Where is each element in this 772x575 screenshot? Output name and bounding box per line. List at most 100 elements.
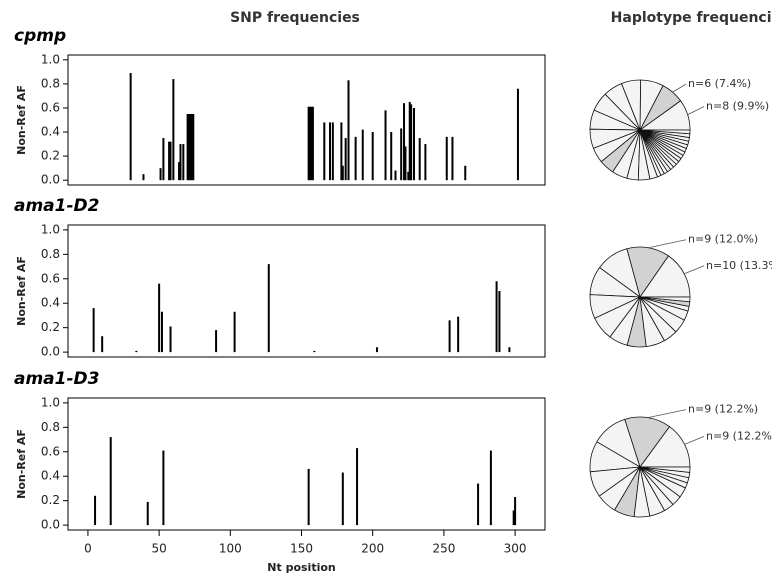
panel-title: ama1-D2 [14,196,99,216]
slice-label: n=9 (12.2%) [706,429,772,442]
spike [159,168,162,181]
spike [311,106,314,181]
y-tick-label: 1.0 [41,395,60,409]
y-tick-label: 0.8 [41,76,60,90]
spike [424,144,427,181]
spike [186,113,189,181]
spike [394,170,397,181]
spike [309,106,312,181]
spike [375,347,378,353]
spike [384,110,387,181]
y-tick-label: 1.0 [41,52,60,66]
spike [408,101,411,181]
panel-title: ama1-D3 [14,369,99,389]
y-tick-label: 0.4 [41,125,60,139]
spike [356,448,359,526]
slice-label: n=6 (7.4%) [688,77,751,90]
spike [410,104,413,181]
spike [179,144,182,181]
plot-frame [67,224,546,358]
spike [390,132,393,181]
spike [340,122,343,181]
x-tick-label: 250 [432,542,455,556]
x-tick-label: 0 [84,542,92,556]
spike [508,347,511,353]
spike [168,141,171,181]
spike [512,510,515,526]
y-tick-label: 0.4 [41,469,60,483]
plot-frame [67,397,546,531]
x-tick-label: 50 [151,542,166,556]
spike [162,138,165,181]
label-leader [684,265,705,275]
label-leader [648,239,687,249]
spike [94,495,97,526]
x-tick-label: 100 [219,542,242,556]
spike [344,138,347,181]
spike [498,291,501,353]
pie-slice [639,466,691,473]
spike [169,326,172,353]
y-tick-label: 1.0 [41,222,60,236]
spike [135,350,138,353]
y-tick-label: 0.2 [41,493,60,507]
y-tick-label: 0.6 [41,444,60,458]
spike [233,311,236,353]
x-axis-label: Nt position [267,561,335,574]
y-tick-label: 0.8 [41,420,60,434]
spike [169,141,172,181]
spike [489,450,492,526]
spike [361,129,364,181]
spike [404,146,407,181]
spike [448,320,451,353]
pie-slice [639,255,691,298]
plot-frame [67,54,546,186]
spike [158,283,161,353]
y-tick-label: 0.8 [41,247,60,261]
label-leader [672,83,687,93]
spike [445,136,448,181]
spike [347,80,350,181]
spike [129,73,132,181]
y-axis-label: Non-Ref AF [15,85,28,155]
spike [109,437,112,526]
spike [457,316,460,353]
y-tick-label: 0.6 [41,100,60,114]
spike [407,171,410,181]
spike [267,264,270,353]
spike [189,113,192,181]
spike [464,165,467,181]
spike [514,497,517,526]
label-leader [684,435,705,445]
spike [451,136,454,181]
spike [307,106,310,181]
spike [354,136,357,181]
spike [418,138,421,181]
y-tick-label: 0.4 [41,296,60,310]
slice-label: n=9 (12.0%) [688,233,758,246]
spike [477,483,480,526]
spike [341,165,344,181]
spike [190,113,193,181]
label-leader [647,409,687,419]
spike [182,144,185,181]
spike [413,107,416,181]
pie-slice [639,296,691,303]
spike [495,281,498,353]
spike [192,113,195,181]
y-tick-label: 0.0 [41,345,60,359]
spike [400,128,403,181]
spike [403,103,406,181]
spike [516,88,519,181]
y-tick-label: 0.2 [41,149,60,163]
x-tick-label: 300 [504,542,527,556]
column-header: SNP frequencies [230,10,360,26]
label-leader [687,106,705,115]
spike [162,450,165,526]
spike [328,122,331,181]
spike [310,106,313,181]
spike [341,472,344,526]
spike [146,501,149,526]
y-tick-label: 0.2 [41,320,60,334]
